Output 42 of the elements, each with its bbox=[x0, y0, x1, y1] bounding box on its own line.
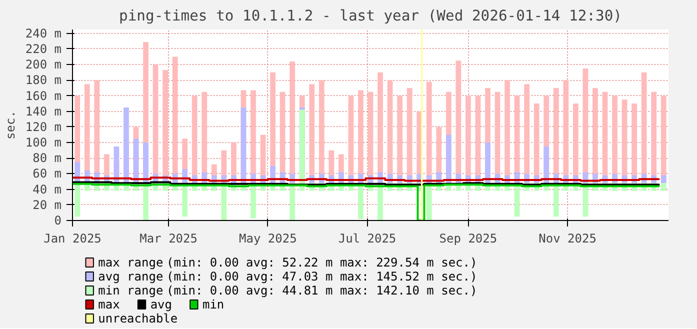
x-tick-label: Nov 2025 bbox=[538, 232, 596, 246]
bar bbox=[143, 183, 148, 220]
legend-label: min bbox=[202, 298, 224, 312]
bar bbox=[446, 134, 452, 184]
legend-label: avg bbox=[150, 298, 172, 312]
bar bbox=[124, 107, 129, 184]
bar bbox=[74, 183, 80, 217]
y-tick-label: 180 m bbox=[25, 73, 62, 88]
bar bbox=[240, 107, 246, 184]
legend-label: unreachable bbox=[98, 312, 178, 326]
text: (min: 0.00 avg: 47.03 m max: 145.52 m sec.) bbox=[166, 270, 478, 284]
y-tick-label: 20 m bbox=[32, 198, 62, 212]
bar bbox=[660, 175, 666, 184]
x-tick-label: Jan 2025 bbox=[44, 232, 102, 246]
y-tick-label: 100 m bbox=[25, 136, 62, 150]
y-tick-label: 140 m bbox=[25, 104, 62, 118]
x-tick-label: Sep 2025 bbox=[439, 232, 498, 246]
x-tick-label: May 2025 bbox=[239, 232, 297, 246]
y-tick-label: 60 m bbox=[32, 166, 62, 181]
legend-label: avg range bbox=[98, 270, 164, 284]
bar bbox=[485, 142, 490, 184]
bar bbox=[290, 183, 296, 220]
legend-label: min range bbox=[98, 284, 164, 298]
bar bbox=[660, 183, 666, 191]
text: (min: 0.00 avg: 44.81 m max: 142.10 m sec.) bbox=[166, 284, 478, 298]
y-tick-label: 0 bbox=[54, 214, 62, 228]
legend-label: max range bbox=[98, 256, 164, 270]
y-tick-label: 120 m bbox=[25, 120, 62, 134]
chart-title: ping-times to 10.1.1.2 - last year (Wed 2026-01-14 12:30) bbox=[119, 8, 622, 24]
bar bbox=[143, 142, 148, 184]
y-tick-label: 80 m bbox=[32, 151, 62, 166]
x-tick-label: Mar 2025 bbox=[140, 232, 198, 246]
y-tick-label: 200 m bbox=[25, 58, 62, 72]
y-tick-label: 220 m bbox=[25, 42, 62, 56]
y-axis-title: sec. bbox=[3, 110, 18, 140]
y-tick-label: 40 m bbox=[32, 182, 62, 196]
text: (min: 0.00 avg: 52.22 m max: 229.54 m sec.) bbox=[166, 256, 478, 270]
legend-label: max bbox=[98, 298, 120, 312]
y-tick-label: 160 m bbox=[25, 88, 62, 103]
y-tick-label: 240 m bbox=[25, 26, 62, 40]
x-tick-label: Jul 2025 bbox=[338, 232, 396, 246]
bar bbox=[544, 146, 550, 184]
